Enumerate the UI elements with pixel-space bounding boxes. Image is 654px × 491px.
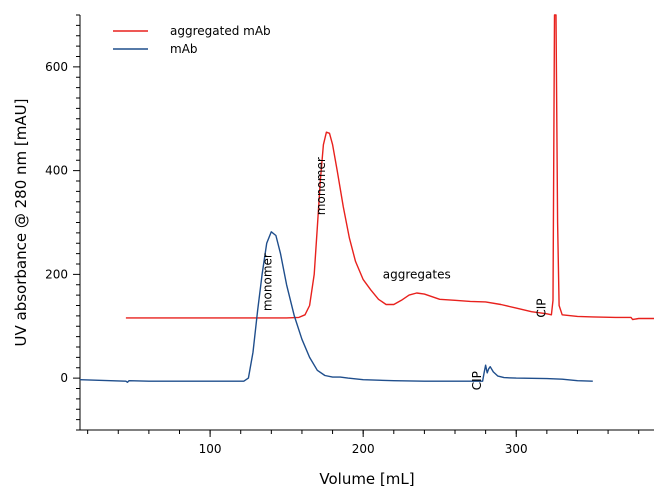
annotation-label: CIP bbox=[534, 299, 548, 318]
axes: 0 200 400 600 100 200 300 bbox=[45, 14, 654, 456]
y-tick-label: 600 bbox=[45, 60, 68, 74]
legend: aggregated mAb mAb bbox=[113, 24, 271, 56]
annotation-label: CIP bbox=[470, 371, 484, 390]
y-tick-label: 200 bbox=[45, 267, 68, 281]
x-tick-label: 200 bbox=[352, 442, 375, 456]
annotation-label: monomer bbox=[260, 253, 274, 311]
y-tick-label: 0 bbox=[60, 371, 68, 385]
annotation-label: monomer bbox=[314, 157, 328, 215]
x-axis-title: Volume [mL] bbox=[319, 470, 414, 488]
annotation-label: aggregates bbox=[383, 268, 451, 282]
series-lines bbox=[79, 14, 654, 383]
x-tick-label: 300 bbox=[505, 442, 528, 456]
series-line-mab bbox=[79, 231, 593, 383]
y-tick-label: 400 bbox=[45, 164, 68, 178]
y-axis-title: UV absorbance @ 280 nm [mAU] bbox=[12, 99, 30, 347]
x-tick-label: 100 bbox=[199, 442, 222, 456]
legend-label: aggregated mAb bbox=[170, 24, 271, 38]
series-line-aggregated-mab bbox=[125, 14, 654, 321]
annotations: monomer monomer aggregates CIP CIP bbox=[260, 157, 548, 390]
legend-label: mAb bbox=[170, 42, 198, 56]
